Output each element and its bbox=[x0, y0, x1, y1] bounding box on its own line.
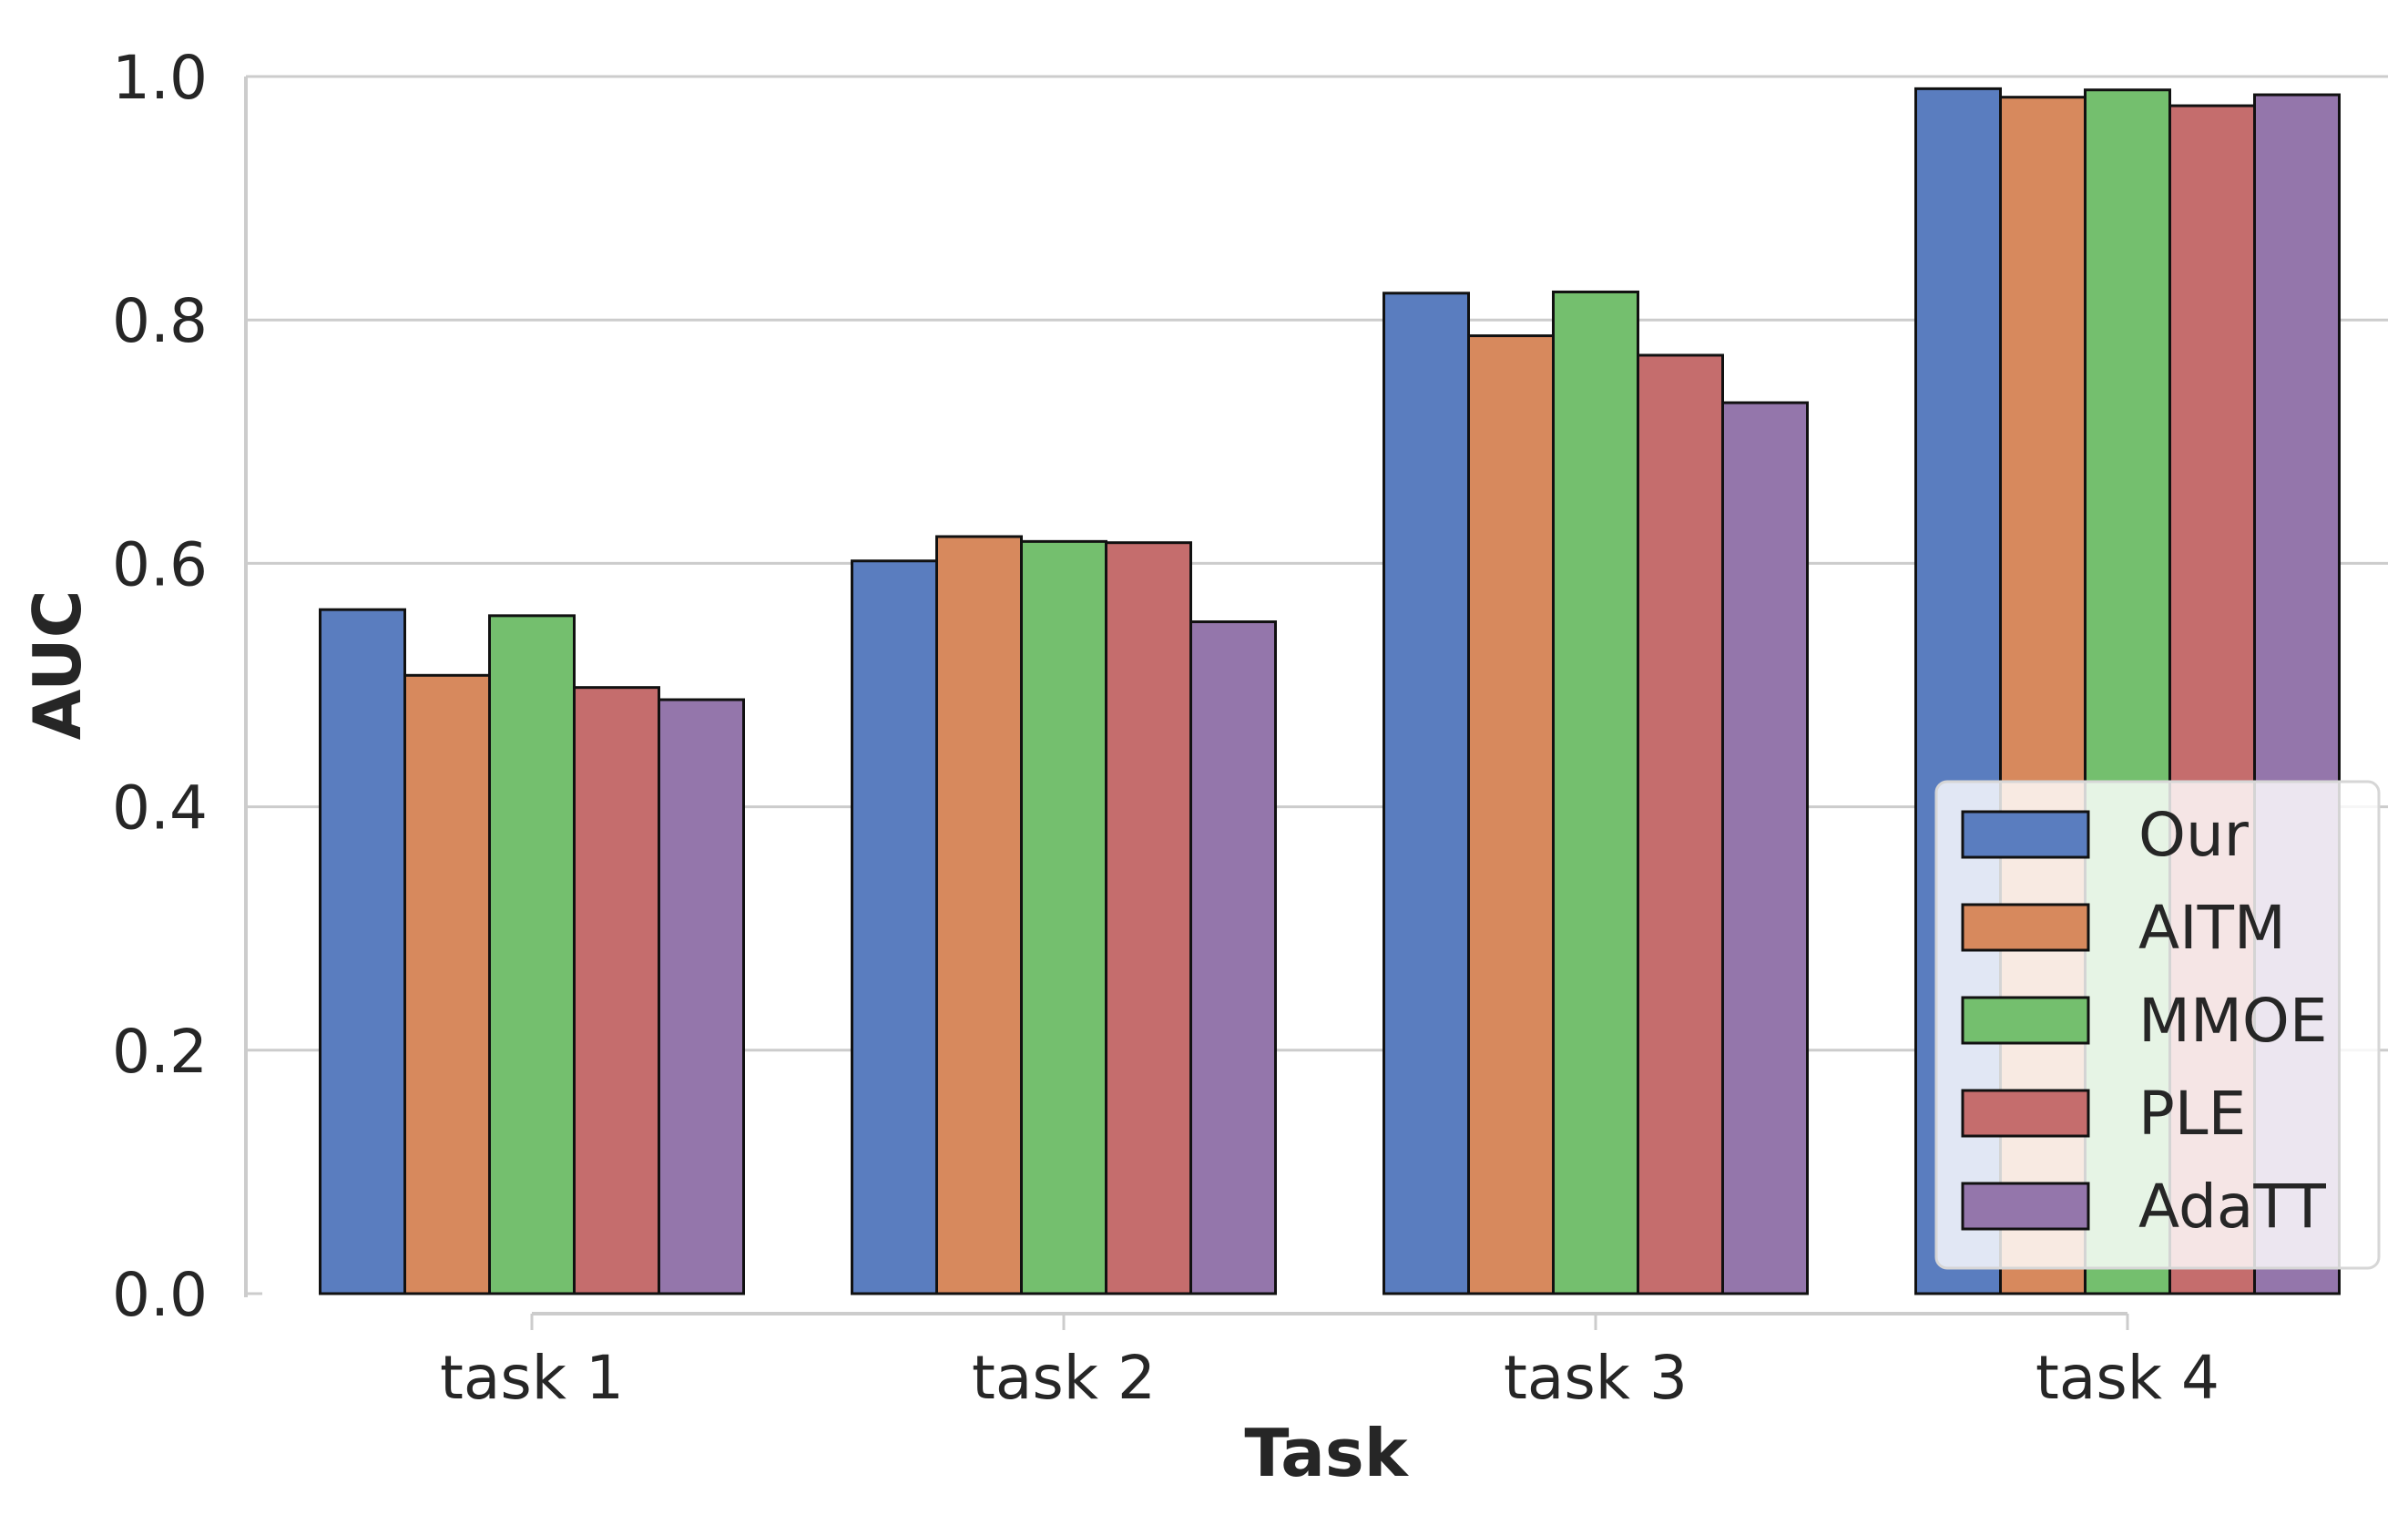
bar-ple-task-3 bbox=[1637, 353, 1724, 1295]
y-tick-label: 0.4 bbox=[112, 773, 208, 844]
x-tick-labels: task 1 task 2 task 3 task 4 bbox=[440, 1343, 2219, 1413]
bar-our-task-1 bbox=[319, 608, 406, 1295]
y-tick-label: 0.2 bbox=[112, 1017, 208, 1087]
x-axis-label: Task bbox=[1244, 1415, 1409, 1491]
bar-mmoe-task-2 bbox=[1020, 539, 1107, 1295]
bar-adatt-task-3 bbox=[1721, 401, 1809, 1295]
bar-ple-task-1 bbox=[573, 686, 660, 1295]
bar-mmoe-task-3 bbox=[1552, 290, 1639, 1295]
bar-aitm-task-2 bbox=[935, 535, 1023, 1295]
axes bbox=[244, 75, 2129, 1330]
bar-adatt-task-2 bbox=[1189, 620, 1277, 1295]
bars bbox=[319, 87, 2341, 1295]
bar-aitm-task-1 bbox=[403, 673, 491, 1295]
x-tick-label: task 2 bbox=[972, 1343, 1156, 1413]
bar-mmoe-task-1 bbox=[488, 614, 576, 1295]
legend-swatch-our bbox=[1961, 810, 2090, 859]
legend-label-our: Our bbox=[2138, 800, 2250, 870]
legend-swatch-adatt bbox=[1961, 1182, 2090, 1231]
y-tick-label: 0.8 bbox=[112, 286, 208, 356]
bar-our-task-2 bbox=[851, 559, 938, 1295]
bar-aitm-task-3 bbox=[1467, 334, 1555, 1295]
legend-label-ple: PLE bbox=[2138, 1079, 2246, 1149]
y-tick-label: 0.0 bbox=[112, 1260, 208, 1330]
legend-label-aitm: AITM bbox=[2138, 893, 2286, 963]
legend-label-adatt: AdaTT bbox=[2138, 1172, 2326, 1242]
bar-ple-task-2 bbox=[1105, 541, 1192, 1295]
y-axis-label: AUC bbox=[19, 590, 96, 741]
legend-swatch-ple bbox=[1961, 1089, 2090, 1138]
x-tick-label: task 4 bbox=[2036, 1343, 2219, 1413]
x-tick-label: task 3 bbox=[1504, 1343, 1688, 1413]
legend-swatch-mmoe bbox=[1961, 996, 2090, 1045]
legend-label-mmoe: MMOE bbox=[2138, 986, 2328, 1056]
x-tick-label: task 1 bbox=[440, 1343, 624, 1413]
y-tick-label: 1.0 bbox=[112, 43, 208, 113]
y-tick-labels: 0.0 0.2 0.4 0.6 0.8 1.0 bbox=[112, 43, 208, 1330]
legend: Our AITM MMOE PLE AdaTT bbox=[1934, 780, 2381, 1270]
bar-adatt-task-1 bbox=[658, 698, 745, 1295]
y-tick-label: 0.6 bbox=[112, 529, 208, 599]
bar-our-task-3 bbox=[1383, 292, 1470, 1295]
legend-swatch-aitm bbox=[1961, 903, 2090, 952]
